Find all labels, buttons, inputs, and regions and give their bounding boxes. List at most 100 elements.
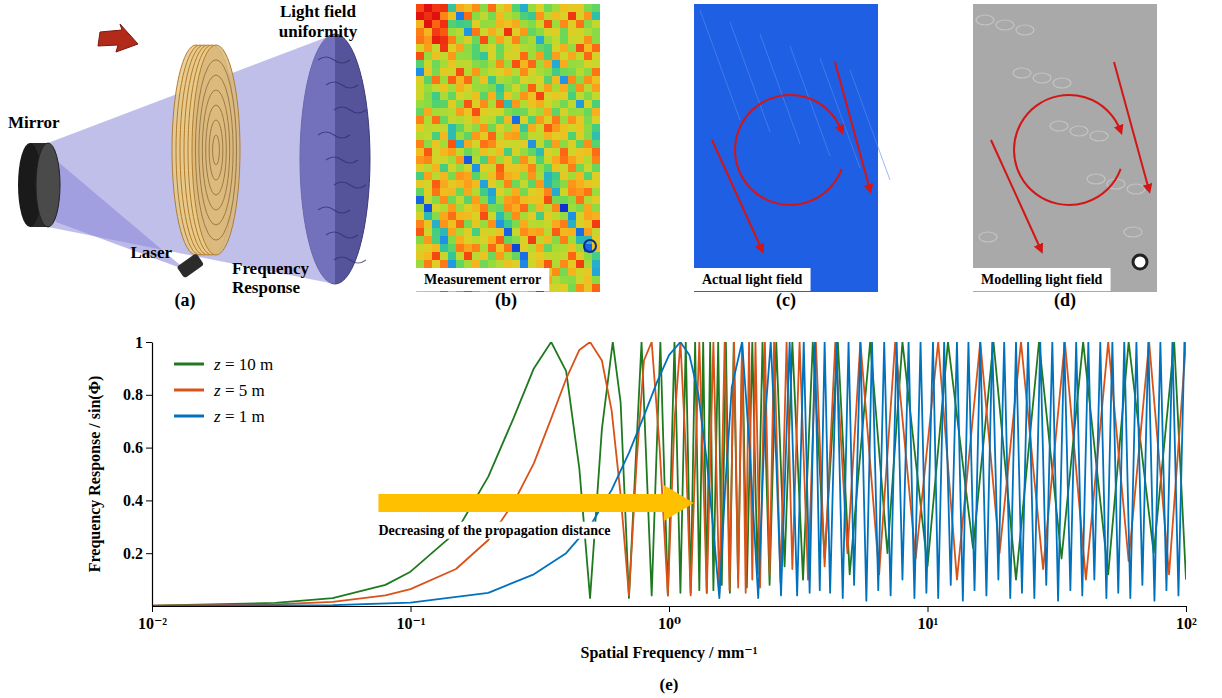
texture-cell xyxy=(520,148,528,156)
texture-cell xyxy=(576,156,584,164)
texture-cell xyxy=(488,76,496,84)
tick-mark xyxy=(411,606,412,612)
texture-cell xyxy=(480,36,488,44)
texture-cell xyxy=(536,124,544,132)
texture-cell xyxy=(576,284,584,292)
texture-cell xyxy=(472,20,480,28)
wave-texture xyxy=(318,207,350,213)
texture-cell xyxy=(424,20,432,28)
texture-cell xyxy=(464,148,472,156)
texture-cell xyxy=(480,52,488,60)
texture-cell xyxy=(448,204,456,212)
texture-cell xyxy=(464,20,472,28)
texture-cell xyxy=(528,252,536,260)
texture-cell xyxy=(560,140,568,148)
texture-cell xyxy=(560,68,568,76)
texture-cell xyxy=(488,212,496,220)
texture-cell xyxy=(456,212,464,220)
texture-cell xyxy=(480,76,488,84)
texture-cell xyxy=(520,228,528,236)
texture-cell xyxy=(512,196,520,204)
texture-cell xyxy=(528,132,536,140)
texture-cell xyxy=(584,52,592,60)
texture-cell xyxy=(528,28,536,36)
texture-cell xyxy=(416,92,424,100)
model-field-image xyxy=(973,4,1157,292)
panel-letter: (d) xyxy=(1054,290,1076,311)
wave-texture xyxy=(334,107,366,113)
texture-cell xyxy=(416,188,424,196)
texture-cell xyxy=(480,204,488,212)
image-texture xyxy=(1016,25,1034,35)
panel-b xyxy=(416,4,600,292)
texture-cell xyxy=(448,28,456,36)
texture-cell xyxy=(536,252,544,260)
image-label: Modelling light field xyxy=(973,268,1111,291)
texture-cell xyxy=(568,4,576,12)
texture-cell xyxy=(472,252,480,260)
texture-cell xyxy=(544,156,552,164)
texture-cell xyxy=(456,172,464,180)
texture-cell xyxy=(536,172,544,180)
annotation-arrow xyxy=(378,485,693,521)
texture-cell xyxy=(544,148,552,156)
texture-cell xyxy=(464,4,472,12)
texture-cell xyxy=(432,84,440,92)
texture-cell xyxy=(448,172,456,180)
texture-cell xyxy=(552,156,560,164)
texture-cell xyxy=(504,148,512,156)
texture-cell xyxy=(512,156,520,164)
texture-cell xyxy=(520,188,528,196)
texture-cell xyxy=(568,100,576,108)
tick-label: 0.6 xyxy=(123,439,143,456)
rotation-arrow xyxy=(1014,95,1121,205)
texture-cell xyxy=(472,140,480,148)
texture-cell xyxy=(480,252,488,260)
texture-cell xyxy=(456,92,464,100)
texture-cell xyxy=(552,172,560,180)
texture-cell xyxy=(448,124,456,132)
texture-cell xyxy=(560,100,568,108)
image-texture xyxy=(730,22,770,132)
texture-cell xyxy=(472,236,480,244)
texture-cell xyxy=(568,20,576,28)
texture-cell xyxy=(480,44,488,52)
texture-cell xyxy=(432,108,440,116)
texture-cell xyxy=(496,28,504,36)
texture-cell xyxy=(512,28,520,36)
direction-arrow xyxy=(712,140,762,250)
texture-cell xyxy=(576,28,584,36)
texture-cell xyxy=(528,164,536,172)
texture-cell xyxy=(512,84,520,92)
texture-cell xyxy=(424,28,432,36)
texture-cell xyxy=(520,164,528,172)
texture-cell xyxy=(416,148,424,156)
texture-cell xyxy=(512,60,520,68)
texture-cell xyxy=(584,124,592,132)
texture-cell xyxy=(440,228,448,236)
texture-cell xyxy=(584,140,592,148)
texture-cell xyxy=(456,12,464,20)
image-texture xyxy=(850,70,890,180)
texture-cell xyxy=(440,52,448,60)
texture-cell xyxy=(480,148,488,156)
texture-cell xyxy=(448,236,456,244)
texture-cell xyxy=(424,172,432,180)
texture-cell xyxy=(472,204,480,212)
tick-mark xyxy=(152,606,153,612)
texture-cell xyxy=(416,52,424,60)
texture-cell xyxy=(480,260,488,268)
artifact-ring xyxy=(1133,255,1147,269)
texture-cell xyxy=(456,132,464,140)
texture-cell xyxy=(424,204,432,212)
texture-cell xyxy=(496,244,504,252)
texture-cell xyxy=(528,84,536,92)
texture-cell xyxy=(472,12,480,20)
texture-cell xyxy=(416,4,424,12)
texture-cell xyxy=(528,36,536,44)
texture-cell xyxy=(472,260,480,268)
texture-cell xyxy=(584,156,592,164)
texture-cell xyxy=(576,252,584,260)
texture-cell xyxy=(560,108,568,116)
texture-cell xyxy=(496,36,504,44)
